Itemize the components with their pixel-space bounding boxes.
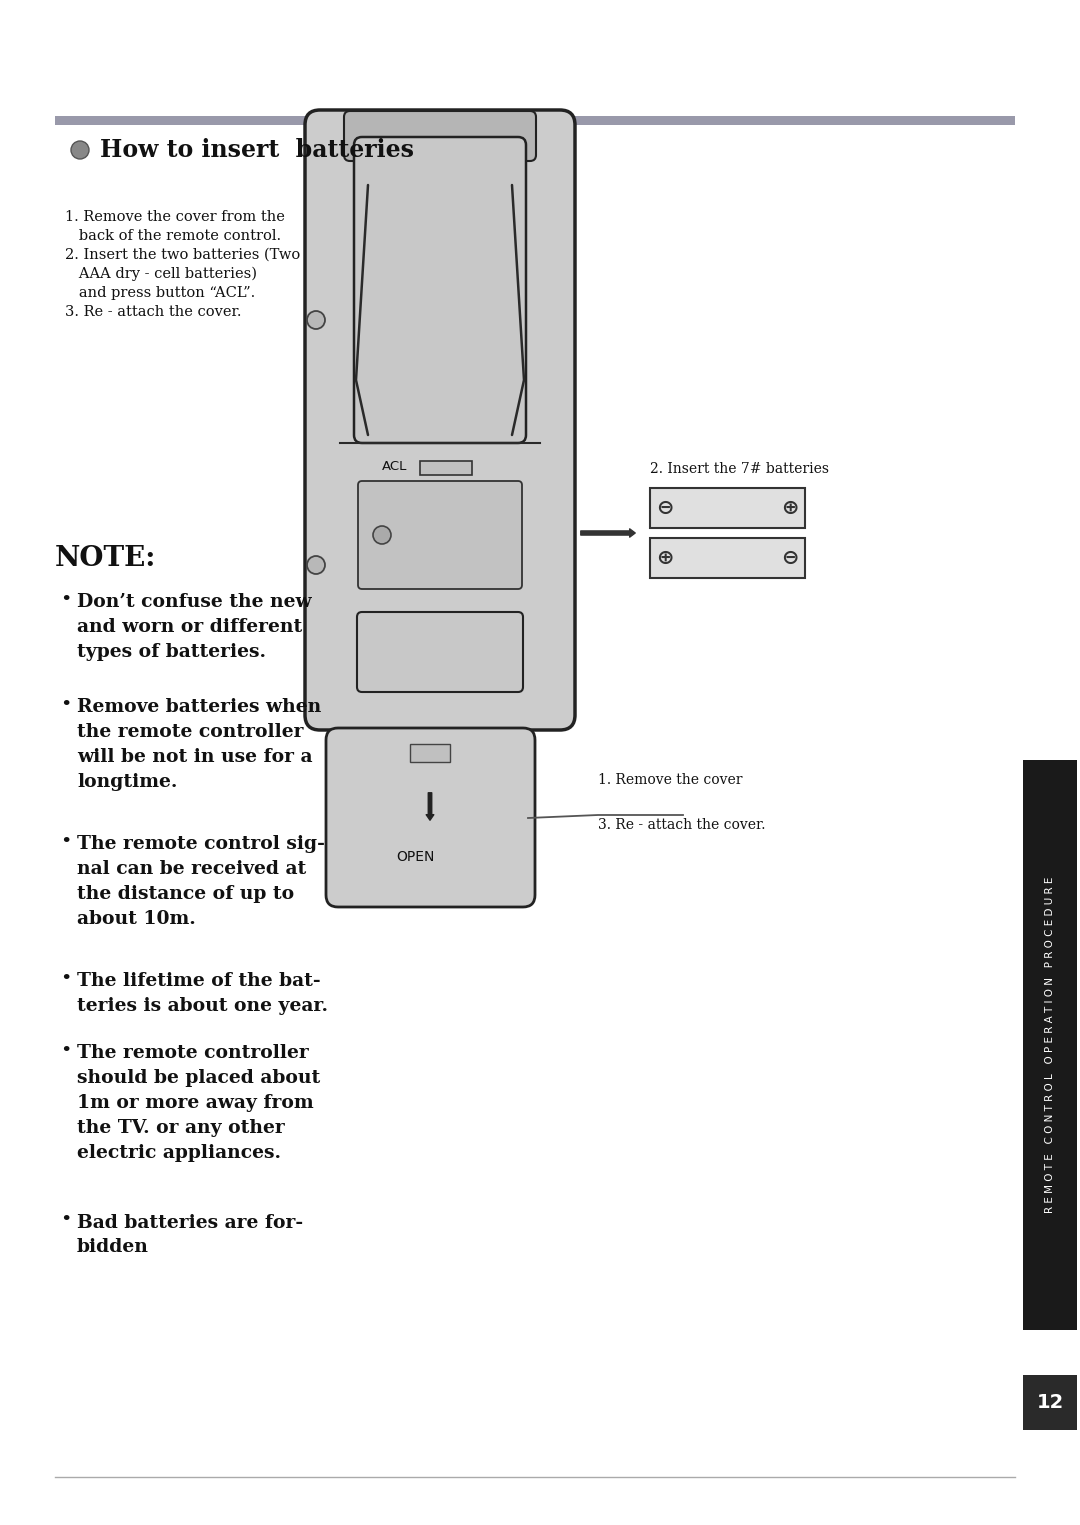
Bar bbox=[1023, 1376, 1077, 1430]
Text: Bad batteries are for-
bidden: Bad batteries are for- bidden bbox=[77, 1214, 303, 1257]
FancyBboxPatch shape bbox=[354, 137, 526, 442]
Text: ⊕: ⊕ bbox=[781, 499, 799, 518]
Text: Don’t confuse the new
and worn or different
types of batteries.: Don’t confuse the new and worn or differ… bbox=[77, 593, 312, 660]
Text: •: • bbox=[60, 833, 71, 851]
Text: Remove batteries when
the remote controller
will be not in use for a
longtime.: Remove batteries when the remote control… bbox=[77, 698, 321, 791]
Bar bbox=[420, 461, 472, 474]
Text: ⊕: ⊕ bbox=[657, 547, 674, 567]
Circle shape bbox=[71, 140, 89, 159]
FancyBboxPatch shape bbox=[326, 727, 535, 907]
FancyBboxPatch shape bbox=[305, 110, 575, 730]
Text: 1. Remove the cover: 1. Remove the cover bbox=[598, 773, 743, 787]
Text: 2. Insert the two batteries (Two: 2. Insert the two batteries (Two bbox=[65, 249, 300, 262]
Text: ⊖: ⊖ bbox=[781, 547, 799, 567]
Bar bbox=[650, 538, 805, 578]
Text: AAA dry - cell batteries): AAA dry - cell batteries) bbox=[65, 267, 257, 282]
Text: 2. Insert the 7# batteries: 2. Insert the 7# batteries bbox=[650, 462, 829, 476]
Text: 3. Re - attach the cover.: 3. Re - attach the cover. bbox=[598, 817, 766, 833]
Circle shape bbox=[307, 311, 325, 329]
Text: The remote control sig-
nal can be received at
the distance of up to
about 10m.: The remote control sig- nal can be recei… bbox=[77, 834, 325, 927]
Text: 3. Re - attach the cover.: 3. Re - attach the cover. bbox=[65, 305, 242, 319]
Text: •: • bbox=[60, 592, 71, 608]
Text: 1. Remove the cover from the: 1. Remove the cover from the bbox=[65, 210, 285, 224]
Bar bbox=[1023, 759, 1077, 1330]
FancyBboxPatch shape bbox=[357, 612, 523, 692]
FancyBboxPatch shape bbox=[345, 111, 536, 162]
Bar bbox=[410, 744, 450, 762]
FancyBboxPatch shape bbox=[357, 480, 522, 589]
Text: OPEN: OPEN bbox=[396, 849, 434, 865]
Text: back of the remote control.: back of the remote control. bbox=[65, 229, 281, 242]
Circle shape bbox=[373, 526, 391, 544]
Text: •: • bbox=[60, 1042, 71, 1060]
Text: ⊖: ⊖ bbox=[657, 499, 674, 518]
Circle shape bbox=[307, 557, 325, 573]
Text: NOTE:: NOTE: bbox=[55, 544, 157, 572]
Text: 12: 12 bbox=[1037, 1394, 1064, 1412]
Bar bbox=[55, 116, 1015, 125]
Text: R E M O T E   C O N T R O L   O P E R A T I O N   P R O C E D U R E: R E M O T E C O N T R O L O P E R A T I … bbox=[1045, 877, 1055, 1214]
Text: The remote controller
should be placed about
1m or more away from
the TV. or any: The remote controller should be placed a… bbox=[77, 1045, 321, 1162]
Bar bbox=[650, 488, 805, 528]
Text: The lifetime of the bat-
teries is about one year.: The lifetime of the bat- teries is about… bbox=[77, 971, 328, 1014]
Text: and press button “ACL”.: and press button “ACL”. bbox=[65, 287, 255, 300]
Text: •: • bbox=[60, 970, 71, 988]
Text: How to insert  batteries: How to insert batteries bbox=[100, 137, 414, 162]
Text: ACL: ACL bbox=[382, 461, 407, 473]
Text: •: • bbox=[60, 1211, 71, 1229]
Text: •: • bbox=[60, 695, 71, 714]
